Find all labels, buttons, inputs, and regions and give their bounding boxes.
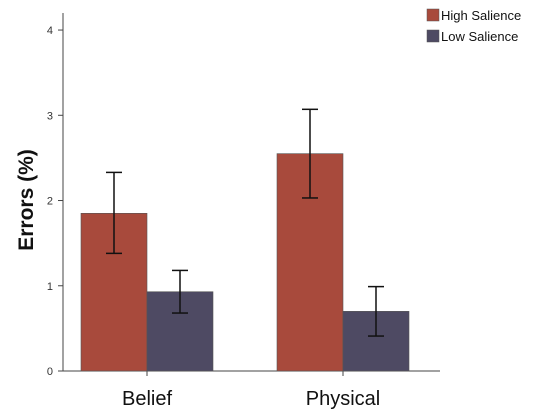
error-bars [106,108,384,337]
legend-label-1: Low Salience [441,29,518,44]
x-tick-label: Belief [122,388,172,410]
legend-label-0: High Salience [441,8,521,23]
y-tick-label: 2 [47,196,53,208]
y-axis-title: Errors (%) [15,149,38,251]
legend-swatch-1 [426,29,440,43]
y-tick-label: 1 [47,281,53,293]
y-tick-label: 3 [47,110,53,122]
x-tick-label: Physical [306,388,380,410]
y-tick-label: 4 [47,25,53,37]
legend-swatch-0 [426,8,440,22]
bars [80,153,410,372]
legend: High Salience Low Salience [426,8,521,44]
y-tick-label: 0 [47,366,53,378]
axis-labels: Errors (%) Belief Physical [15,149,380,410]
